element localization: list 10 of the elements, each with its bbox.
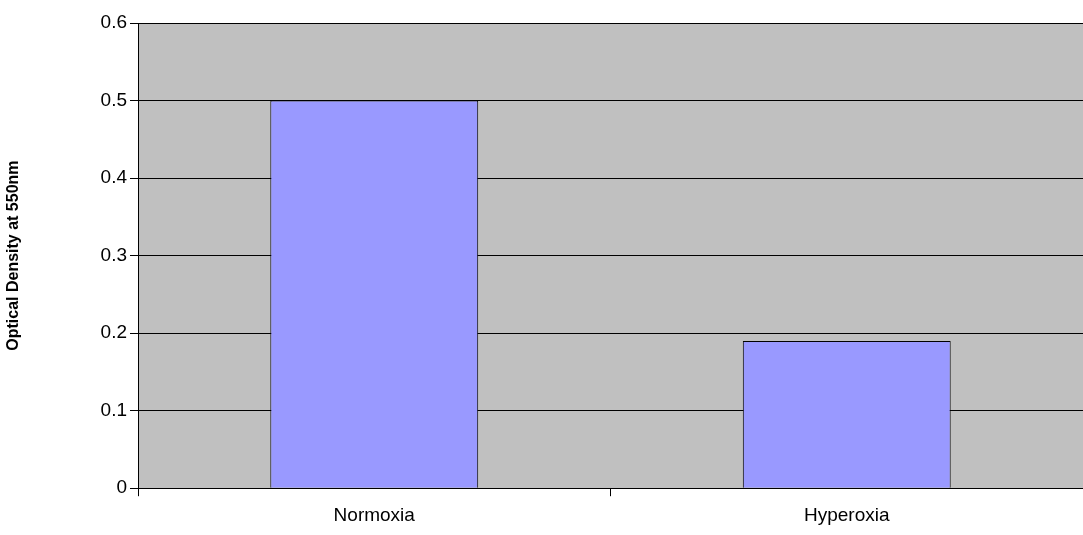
y-tick-label: 0.2 [100,321,127,343]
x-tick-label: Normoxia [333,503,416,525]
y-tick-label: 0.6 [100,11,127,33]
y-tick-label: 0.4 [100,166,128,188]
y-axis-title: Optical Density at 550nm [4,160,22,351]
x-tick-label: Hyperoxia [803,503,890,525]
y-tick-label: 0.1 [100,398,127,420]
y-tick-label: 0 [116,476,127,498]
y-tick-label: 0.3 [100,243,127,265]
y-tick-label: 0.5 [100,88,127,110]
